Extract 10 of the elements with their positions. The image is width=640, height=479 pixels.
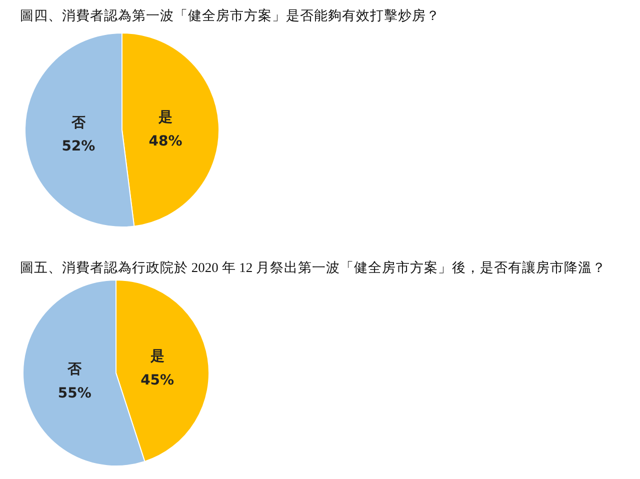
- slice-label: 是: [158, 109, 173, 126]
- slice-label: 否: [66, 362, 83, 378]
- slice-label: 否: [70, 114, 86, 131]
- chart-title: 圖四、消費者認為第一波「健全房市方案」是否能夠有效打擊炒房？: [20, 7, 440, 23]
- data-label: 48%: [148, 133, 182, 150]
- data-label: 45%: [140, 372, 174, 388]
- data-label: 52%: [62, 138, 96, 155]
- data-label: 55%: [58, 386, 92, 402]
- slice-label: 是: [149, 348, 164, 364]
- text: 圖五、消費者認為行政院於 2020 年 12 月祭出第一波「健全房市方案」後，是否有讓房市降溫？: [20, 259, 606, 275]
